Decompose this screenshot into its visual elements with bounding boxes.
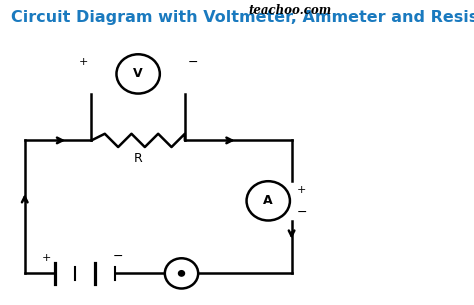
Text: Circuit Diagram with Voltmeter, Ammeter and Resistor: Circuit Diagram with Voltmeter, Ammeter … (11, 10, 474, 25)
Text: −: − (297, 206, 307, 219)
Text: V: V (133, 67, 143, 81)
Circle shape (165, 258, 198, 289)
Text: R: R (134, 152, 143, 166)
Text: teachoo.com: teachoo.com (248, 4, 332, 17)
Text: +: + (42, 253, 51, 263)
Text: +: + (79, 57, 88, 67)
Circle shape (246, 181, 290, 221)
Text: +: + (297, 185, 306, 195)
Text: −: − (188, 56, 199, 69)
Text: A: A (264, 194, 273, 207)
Text: −: − (113, 250, 123, 263)
Circle shape (117, 54, 160, 94)
Circle shape (179, 271, 184, 276)
